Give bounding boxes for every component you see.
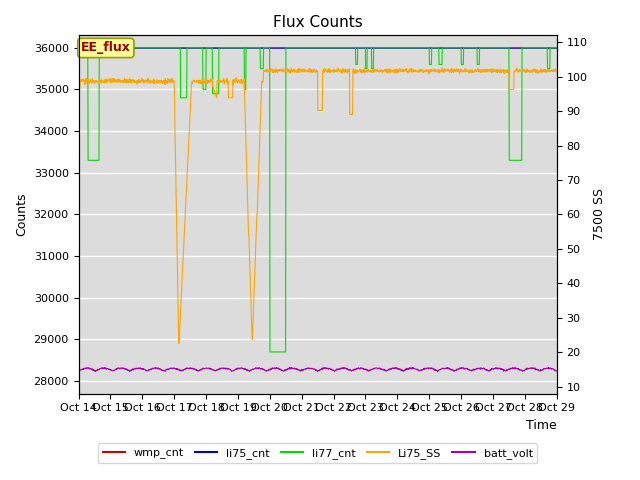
Text: EE_flux: EE_flux	[81, 41, 131, 54]
Title: Flux Counts: Flux Counts	[273, 15, 362, 30]
Y-axis label: 7500 SS: 7500 SS	[593, 189, 606, 240]
Y-axis label: Counts: Counts	[15, 192, 28, 236]
Legend: wmp_cnt, li75_cnt, li77_cnt, Li75_SS, batt_volt: wmp_cnt, li75_cnt, li77_cnt, Li75_SS, ba…	[98, 444, 537, 463]
X-axis label: Time: Time	[526, 419, 557, 432]
